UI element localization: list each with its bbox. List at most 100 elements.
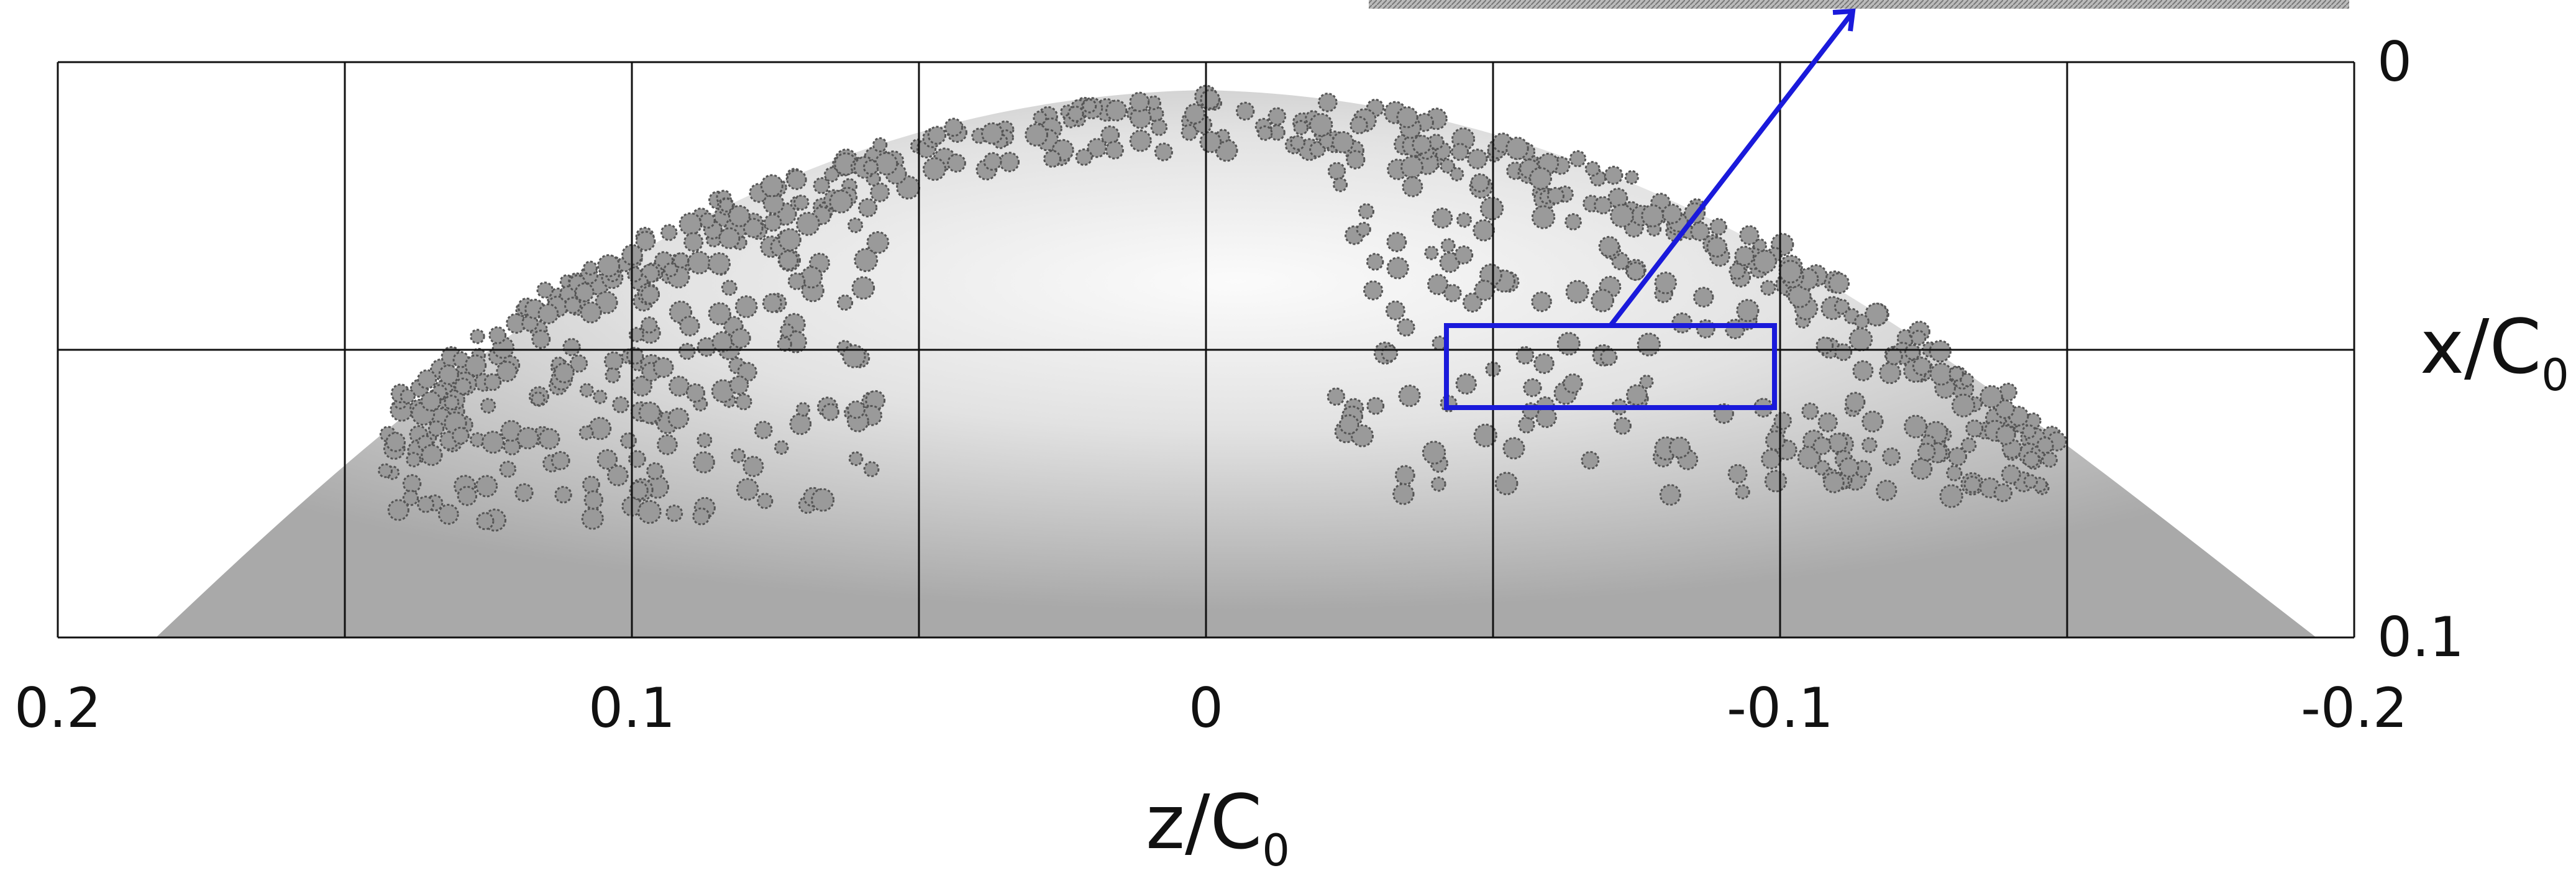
particle [1659,484,1681,506]
particle [678,212,703,236]
particle [1422,441,1446,465]
particle [1610,203,1634,228]
particle [711,331,733,353]
particle [400,388,416,404]
particle [514,483,534,503]
particle [1963,475,1981,493]
particle [1331,130,1354,153]
particle [657,434,678,455]
particle [496,360,518,383]
particle [2001,464,2021,485]
particle [1939,484,1963,508]
particle [582,475,600,494]
particle [603,351,624,372]
particle [1812,436,1832,455]
particle [578,425,594,441]
particle [1845,391,1866,413]
particle [2022,450,2040,468]
particle [452,426,470,445]
particle [870,182,890,203]
particle [1025,123,1049,147]
particle [734,295,758,318]
particle [1690,221,1710,242]
particle [1993,483,2013,503]
particle [708,302,731,326]
particle [795,211,820,236]
y-tick-label: 0.1 [2377,605,2464,669]
particle [638,401,661,424]
particle [718,227,741,250]
particle [1456,212,1472,228]
particle [1309,112,1333,137]
particle [947,153,966,173]
particle [754,421,773,439]
particle [787,272,806,290]
particle [1764,470,1788,493]
particle [823,167,840,183]
particle [1535,406,1557,428]
particle [646,462,664,480]
particle [640,285,660,304]
particle [1184,103,1205,125]
particle [778,228,802,252]
particle [1327,162,1346,181]
particle [1396,106,1418,129]
particle [1861,410,1884,433]
particle [1693,286,1714,308]
particle [1801,402,1819,420]
particle [728,204,751,227]
particle [721,280,738,296]
particle [1257,125,1273,141]
particle [1668,436,1691,459]
particle [1929,340,1952,363]
particle [1625,384,1648,406]
particle [683,232,704,252]
particle [693,451,715,473]
particle [699,212,716,229]
particle [692,507,711,526]
particle [1854,460,1872,478]
particle [1910,329,1927,346]
particle [626,266,643,283]
x-tick-label: 0.2 [14,676,101,740]
particle [863,159,879,175]
particle [1454,245,1474,265]
particle [652,357,674,378]
particle [679,316,700,337]
particle [1848,327,1873,352]
particles [378,84,2067,532]
particle [1626,262,1646,281]
particle [1479,263,1502,287]
particle [628,450,646,468]
particle [1581,450,1600,470]
particle [1834,298,1850,315]
particle [1402,176,1423,198]
particle [1427,273,1449,296]
particle [998,152,1020,173]
particle [1105,140,1124,160]
particle [588,416,612,441]
particle [1546,186,1565,205]
particle [1318,93,1338,112]
particle [836,294,854,311]
particle [1338,414,1359,435]
particle [406,452,422,468]
particle [1911,458,1933,480]
particle [595,291,618,314]
particle [863,461,880,477]
particle [562,337,581,357]
particle [537,303,559,325]
particle [774,440,789,455]
particle [1235,101,1255,121]
particle [579,383,594,398]
particle [1470,173,1490,193]
particle [1529,167,1552,190]
particle [811,488,835,512]
particle [795,402,811,417]
particle [1105,99,1128,122]
particle [1727,464,1748,484]
particle [417,369,437,390]
particle [607,465,629,486]
particle [574,282,595,303]
